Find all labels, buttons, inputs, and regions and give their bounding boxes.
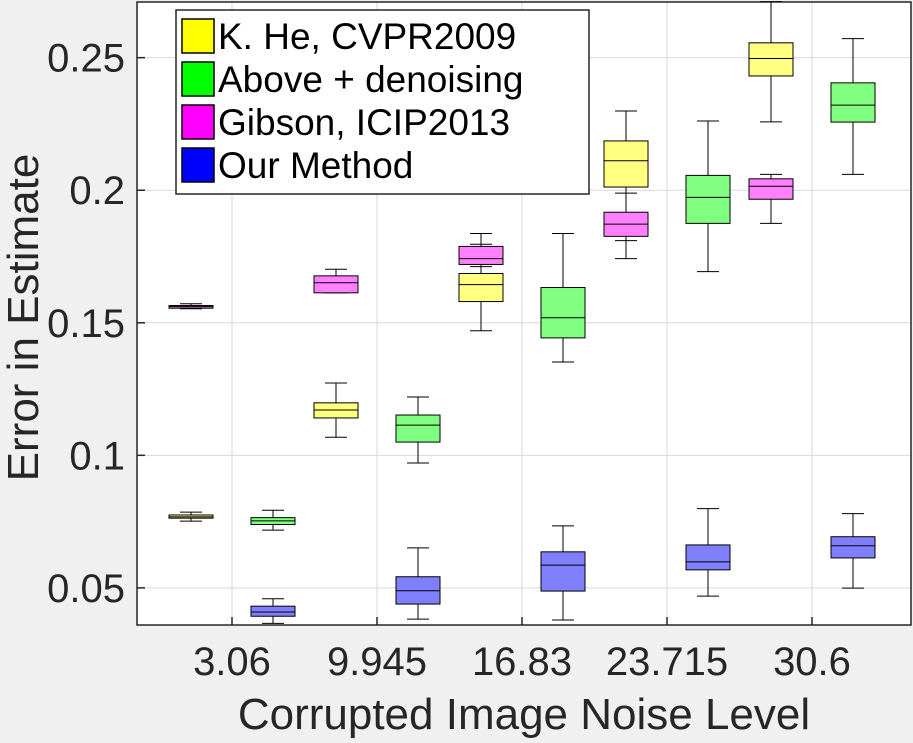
y-tick-label: 0.2 (69, 169, 125, 213)
y-axis-label: Error in Estimate (0, 154, 48, 482)
box (313, 382, 359, 438)
box (458, 243, 504, 268)
y-tick-label: 0.15 (47, 302, 125, 346)
box-body (748, 42, 794, 77)
box (168, 303, 214, 310)
legend-label: K. He, CVPR2009 (218, 16, 516, 57)
box (313, 268, 359, 294)
box (603, 110, 649, 242)
legend-swatch-icon (181, 61, 215, 97)
x-tick-label: 3.06 (193, 640, 271, 684)
y-tick-label: 0.25 (47, 37, 125, 81)
box-body (685, 174, 731, 224)
legend-entry: Gibson, ICIP2013 (181, 102, 510, 143)
x-tick-label: 9.945 (327, 640, 427, 684)
box (685, 120, 731, 273)
box-body (313, 275, 359, 294)
legend-swatch-icon (181, 104, 215, 140)
box (830, 513, 876, 589)
legend-swatch-icon (181, 147, 215, 183)
box-body (250, 605, 296, 617)
legend-box (175, 9, 590, 195)
legend-label: Above + denoising (218, 59, 524, 100)
box (395, 396, 441, 464)
legend-swatch-icon (181, 18, 215, 54)
box (748, 0, 794, 123)
legend-entry: Our Method (181, 145, 413, 186)
box-body (748, 178, 794, 200)
legend: K. He, CVPR2009 Above + denoising Gibson… (175, 9, 590, 195)
box-body (458, 272, 504, 303)
box-body (540, 287, 586, 339)
box-body (540, 551, 586, 592)
box (685, 508, 731, 597)
box (458, 232, 504, 332)
box (168, 511, 214, 522)
box (250, 509, 296, 531)
legend-label: Our Method (218, 145, 413, 186)
boxes (168, 0, 876, 624)
x-tick-label: 30.6 (773, 640, 851, 684)
box (540, 232, 586, 363)
y-tick-labels: 0.05 0.1 0.15 0.2 0.25 (47, 37, 145, 611)
box (830, 38, 876, 175)
box (748, 173, 794, 224)
box (395, 547, 441, 620)
box (250, 598, 296, 624)
box-body (830, 82, 876, 123)
legend-entry: Above + denoising (181, 59, 524, 100)
box-body (395, 414, 441, 443)
box (603, 192, 649, 260)
x-tick-labels: 3.06 9.945 16.83 23.715 30.6 (193, 617, 851, 684)
box-body (685, 544, 731, 571)
y-tick-label: 0.05 (47, 567, 125, 611)
box (540, 525, 586, 621)
box-body (458, 245, 504, 265)
box-body (830, 536, 876, 559)
y-tick-label: 0.1 (69, 434, 125, 478)
x-axis-label: Corrupted Image Noise Level (238, 690, 810, 739)
legend-entry: K. He, CVPR2009 (181, 16, 516, 57)
x-tick-label: 16.83 (472, 640, 572, 684)
legend-label: Gibson, ICIP2013 (218, 102, 510, 143)
axes-frame (136, 1, 912, 626)
x-tick-label: 23.715 (606, 640, 728, 684)
box-body (603, 140, 649, 188)
